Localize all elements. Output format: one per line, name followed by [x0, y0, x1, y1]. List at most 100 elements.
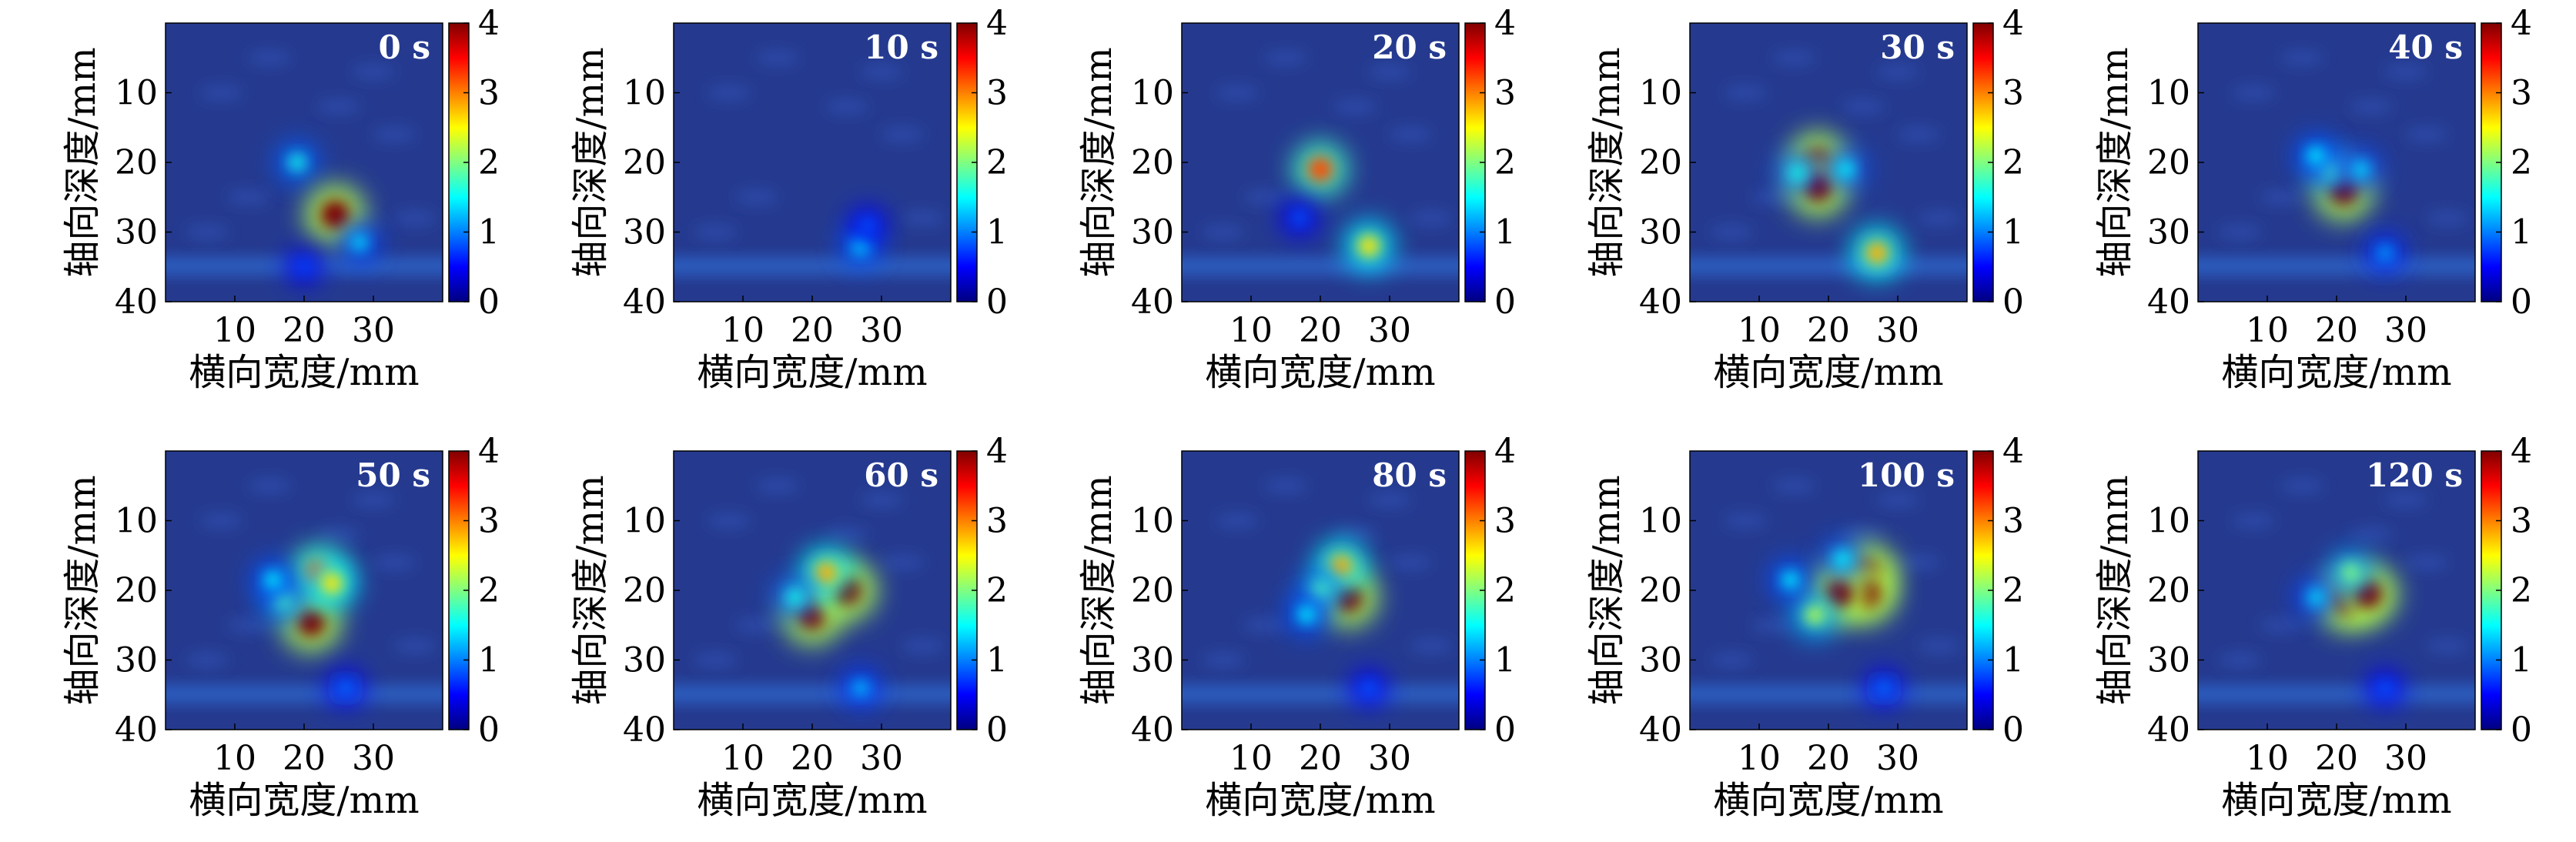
hotspot [338, 680, 353, 695]
speckle-texture [1243, 189, 1286, 206]
x-tick-label: 20 [791, 739, 834, 778]
colorbar-tick-label: 0 [1494, 282, 1516, 322]
hotspot [1298, 606, 1315, 623]
colorbar-tick-label: 2 [2002, 571, 2024, 610]
colorbar-tick-label: 1 [1494, 213, 1516, 252]
colorbar-tick-label: 1 [2002, 641, 2024, 680]
colorbar-tick-label: 3 [2511, 502, 2532, 541]
speckle-texture [317, 526, 360, 543]
y-tick-label: 20 [1639, 571, 1682, 610]
speckle-texture [1751, 616, 1795, 634]
y-tick-label: 30 [115, 213, 158, 252]
hotspot [852, 680, 869, 696]
echo-band [2198, 685, 2475, 703]
y-axis-label: 轴向深度/mm [61, 475, 104, 705]
y-tick-label: 10 [623, 74, 666, 113]
colorbar-tick-label: 4 [1494, 432, 1516, 471]
hotspot [2377, 245, 2393, 261]
speckle-texture [1897, 125, 1940, 143]
x-tick-label: 30 [860, 739, 903, 778]
colorbar-tick-label: 3 [1494, 74, 1516, 113]
colorbar-tick-label: 3 [2511, 74, 2532, 113]
speckle-texture [1202, 223, 1245, 241]
hotspot [2307, 147, 2324, 164]
hotspot [2307, 589, 2324, 606]
speckle-texture [881, 125, 924, 143]
heatmap-area [166, 23, 443, 302]
speckle-texture [2232, 512, 2275, 530]
hotspot [786, 588, 804, 606]
speckle-texture [708, 84, 751, 102]
y-tick-label: 40 [1639, 282, 1682, 322]
y-axis-label: 轴向深度/mm [1585, 47, 1628, 277]
speckle-texture [2384, 63, 2427, 81]
colorbar-tick-label: 4 [986, 432, 1008, 471]
colorbar-tick-label: 1 [986, 213, 1008, 252]
colorbar-tick-label: 0 [2002, 710, 2024, 750]
echo-band [1690, 685, 1967, 703]
hotspot [296, 606, 326, 637]
x-tick-label: 30 [352, 311, 395, 350]
speckle-texture [1710, 651, 1753, 669]
colorbar-tick-label: 3 [478, 74, 500, 113]
y-tick-label: 40 [623, 710, 666, 750]
speckle-texture [1772, 477, 1815, 495]
x-axis-label: 横向宽度/mm [189, 779, 419, 822]
hotspot [297, 260, 311, 274]
y-tick-label: 20 [1639, 143, 1682, 182]
y-tick-label: 40 [2147, 710, 2190, 750]
colorbar-tick-label: 0 [986, 282, 1008, 322]
x-tick-label: 10 [721, 739, 764, 778]
colorbar-tick-label: 2 [986, 143, 1008, 182]
y-tick-label: 20 [115, 571, 158, 610]
speckle-texture [1842, 98, 1885, 115]
colorbar-tick-label: 0 [986, 710, 1008, 750]
x-axis-label: 横向宽度/mm [1713, 351, 1943, 394]
speckle-texture [1202, 651, 1245, 669]
hotspot [1357, 235, 1380, 257]
colorbar-tick-label: 4 [1494, 4, 1516, 43]
speckle-texture [227, 616, 270, 634]
speckle-texture [2218, 651, 2261, 669]
x-tick-label: 20 [1299, 311, 1342, 350]
echo-band [2198, 257, 2475, 276]
speckle-texture [881, 553, 924, 571]
time-label: 120 s [2366, 456, 2463, 494]
speckle-texture [1918, 637, 1961, 655]
y-tick-label: 20 [1131, 571, 1174, 610]
speckle-texture [708, 512, 751, 530]
colorbar-tick-label: 2 [478, 143, 500, 182]
speckle-texture [2260, 616, 2303, 634]
echo-band [1182, 257, 1459, 276]
hotspot [815, 561, 838, 585]
x-tick-label: 20 [1299, 739, 1342, 778]
echo-band [674, 685, 951, 703]
y-tick-label: 30 [1131, 641, 1174, 680]
speckle-texture [393, 637, 437, 655]
y-tick-label: 30 [2147, 641, 2190, 680]
y-axis-label: 轴向深度/mm [2093, 475, 2136, 705]
speckle-texture [825, 98, 868, 115]
colorbar-tick-label: 4 [2002, 432, 2024, 471]
heatmap-area [166, 451, 443, 730]
colorbar-tick-label: 2 [478, 571, 500, 610]
x-tick-label: 10 [721, 311, 764, 350]
speckle-texture [735, 189, 778, 206]
x-axis-label: 横向宽度/mm [1713, 779, 1943, 822]
y-tick-label: 10 [1639, 74, 1682, 113]
colorbar-tick-label: 4 [986, 4, 1008, 43]
speckle-texture [1368, 491, 1411, 509]
colorbar-tick-label: 0 [1494, 710, 1516, 750]
colorbar-tick-label: 2 [2511, 143, 2532, 182]
speckle-texture [694, 651, 737, 669]
x-tick-label: 20 [791, 311, 834, 350]
speckle-texture [186, 223, 229, 241]
colorbar-tick-label: 2 [2511, 571, 2532, 610]
x-tick-label: 30 [860, 311, 903, 350]
hotspot [1330, 554, 1353, 578]
